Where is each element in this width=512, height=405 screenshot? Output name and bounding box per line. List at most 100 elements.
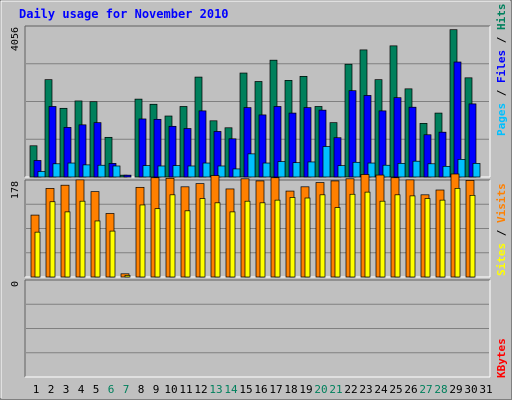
x-tick-label: 4 xyxy=(78,383,85,396)
chart-panels: 4056 178 0 xyxy=(10,25,491,378)
legend-visits: Visits xyxy=(495,183,508,223)
bar-pages-day-25 xyxy=(397,163,406,178)
legend-group: KBytes xyxy=(495,338,508,378)
bar-files-day-15 xyxy=(243,107,252,178)
x-tick-label: 1 xyxy=(33,383,40,396)
x-tick-label: 3 xyxy=(63,383,70,396)
x-tick-label: 15 xyxy=(239,383,252,396)
bar-sites-day-30 xyxy=(469,194,476,278)
bar-pages-day-14 xyxy=(232,168,241,178)
x-tick-label: 14 xyxy=(224,383,238,396)
x-tick-label: 19 xyxy=(299,383,312,396)
x-tick-label: 8 xyxy=(138,383,145,396)
bar-sites-day-5 xyxy=(94,220,101,278)
bar-files-day-3 xyxy=(63,127,72,178)
legend-group: Pages / Files / Hits xyxy=(495,4,508,137)
bar-files-day-28 xyxy=(438,131,447,178)
bar-sites-day-21 xyxy=(334,207,341,278)
bar-pages-day-26 xyxy=(412,160,421,178)
bar-pages-day-18 xyxy=(292,162,301,178)
bar-files-day-12 xyxy=(198,110,207,178)
bar-sites-day-22 xyxy=(349,193,356,278)
bar-sites-day-28 xyxy=(439,199,446,278)
bar-sites-day-16 xyxy=(259,202,266,278)
legend-kbytes: KBytes xyxy=(495,338,508,378)
bar-pages-day-15 xyxy=(247,153,256,178)
legend-files: Files xyxy=(495,50,508,83)
legend-separator: / xyxy=(495,83,508,103)
bar-sites-day-12 xyxy=(199,198,206,278)
y-max-label-visits: 178 xyxy=(10,181,21,199)
bar-sites-day-15 xyxy=(244,200,251,278)
x-axis-tick-labels: 1 2 3 4 5 6 7 8 9 10 11 12 13 14 15 16 17 18 19 20 21 22 23 24 2… xyxy=(33,383,493,396)
x-tick-label: 24 xyxy=(374,383,388,396)
bar-pages-day-11 xyxy=(187,165,196,178)
bar-sites-day-8 xyxy=(139,204,146,278)
bar-sites-day-26 xyxy=(409,195,416,278)
bar-sites-day-17 xyxy=(274,199,281,278)
bar-pages-day-6 xyxy=(112,165,121,178)
x-tick-label: 20 xyxy=(314,383,327,396)
bar-files-day-17 xyxy=(273,106,282,178)
bar-pages-day-22 xyxy=(352,161,361,178)
bar-pages-day-13 xyxy=(217,165,226,178)
legend-sites: Sites xyxy=(495,243,508,276)
x-tick-label: 7 xyxy=(123,383,130,396)
bar-sites-day-23 xyxy=(364,191,371,278)
bar-sites-day-27 xyxy=(424,198,431,278)
x-tick-label: 31 xyxy=(479,383,492,396)
bar-sites-day-19 xyxy=(304,197,311,278)
bar-hits-day-6 xyxy=(104,136,113,178)
bar-files-day-10 xyxy=(168,125,177,178)
x-tick-label: 11 xyxy=(179,383,192,396)
bar-sites-day-9 xyxy=(154,208,161,278)
bar-pages-day-3 xyxy=(67,162,76,178)
bar-files-day-11 xyxy=(183,128,192,178)
x-tick-label: 9 xyxy=(153,383,160,396)
x-tick-label: 29 xyxy=(449,383,462,396)
y-max-label-kbytes: 0 xyxy=(10,281,21,287)
bar-sites-day-11 xyxy=(184,210,191,278)
legend-separator: / xyxy=(495,30,508,50)
bar-sites-day-4 xyxy=(79,200,86,278)
legends: Pages / Files / Hits Sites / Visits KBytes xyxy=(495,4,508,379)
bar-sites-day-3 xyxy=(64,211,71,278)
bar-files-day-27 xyxy=(423,134,432,178)
x-tick-label: 22 xyxy=(344,383,357,396)
x-tick-label: 12 xyxy=(194,383,207,396)
x-tick-label: 10 xyxy=(164,383,177,396)
bar-sites-day-18 xyxy=(289,197,296,278)
bar-pages-day-5 xyxy=(97,164,106,178)
x-tick-label: 18 xyxy=(284,383,297,396)
bar-sites-day-7 xyxy=(124,275,131,278)
x-tick-label: 17 xyxy=(269,383,282,396)
bar-pages-day-28 xyxy=(442,165,451,178)
bar-pages-day-16 xyxy=(262,162,271,178)
legend-group: Sites / Visits xyxy=(495,183,508,276)
bar-pages-day-4 xyxy=(82,164,91,178)
bar-files-day-5 xyxy=(93,122,102,178)
bar-pages-day-20 xyxy=(322,146,331,178)
bar-files-day-30 xyxy=(468,103,477,178)
x-tick-label: 25 xyxy=(389,383,402,396)
bar-files-day-18 xyxy=(288,112,297,178)
bar-pages-day-9 xyxy=(157,165,166,178)
x-tick-label: 23 xyxy=(359,383,372,396)
x-tick-label: 5 xyxy=(93,383,100,396)
bar-pages-day-29 xyxy=(457,159,466,178)
bar-files-day-9 xyxy=(153,118,162,178)
bar-sites-day-10 xyxy=(169,194,176,278)
bar-files-day-1 xyxy=(33,160,42,178)
bar-pages-day-21 xyxy=(337,165,346,178)
bar-files-day-21 xyxy=(333,137,342,178)
x-tick-label: 16 xyxy=(254,383,267,396)
x-tick-label: 21 xyxy=(329,383,342,396)
bar-pages-day-24 xyxy=(382,164,391,178)
bar-files-day-8 xyxy=(138,118,147,178)
bar-files-day-25 xyxy=(393,97,402,178)
legend-hits: Hits xyxy=(495,4,508,31)
panel-kbytes: 0 xyxy=(10,279,491,378)
bar-files-day-14 xyxy=(228,138,237,178)
